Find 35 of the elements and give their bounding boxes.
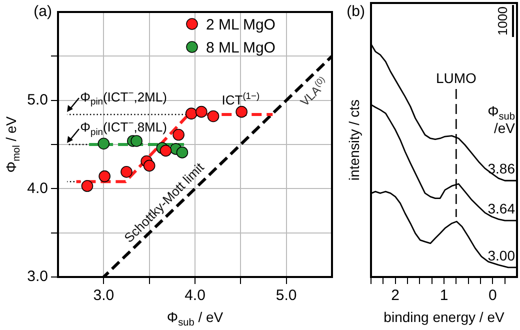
point — [130, 135, 142, 147]
y-tick-label: 3.0 — [27, 268, 48, 286]
x-tick-label: 0 — [488, 287, 497, 304]
point — [98, 170, 110, 182]
point — [176, 146, 188, 158]
x-tick-label: 5.0 — [276, 287, 297, 304]
x-tick-label: 1 — [440, 287, 448, 304]
y-tick-label: 5.0 — [27, 91, 48, 108]
point — [120, 166, 132, 178]
legend-label: 8 ML MgO — [206, 40, 276, 56]
point — [236, 106, 248, 118]
point — [207, 110, 220, 122]
point — [160, 144, 172, 157]
point — [172, 128, 184, 141]
annotation: VLA(0) — [298, 74, 327, 110]
x-tick-label: 4.0 — [184, 287, 206, 304]
ref-line-label: LUMO — [436, 70, 476, 86]
series-label: 3.00 — [488, 247, 516, 264]
y-axis-title: intensity / cts — [346, 100, 362, 180]
point — [143, 160, 156, 172]
series-label: 3.86 — [488, 160, 516, 177]
y-tick-label: 4.0 — [27, 180, 48, 197]
x-axis-title: binding energy / eV — [384, 309, 505, 325]
x-tick-label: 3.0 — [93, 287, 114, 304]
chart-title: (a) — [34, 3, 52, 20]
point — [185, 108, 198, 120]
point — [98, 138, 110, 150]
point — [81, 180, 94, 192]
text: 1000 — [495, 6, 510, 36]
y-axis-title: Φmol / eV — [3, 116, 22, 173]
chart-title: (b) — [346, 3, 366, 20]
x-tick-label: 2 — [391, 287, 400, 304]
point — [195, 106, 208, 118]
series-label: 3.64 — [488, 200, 516, 217]
legend-label: 2 ML MgO — [206, 16, 276, 34]
